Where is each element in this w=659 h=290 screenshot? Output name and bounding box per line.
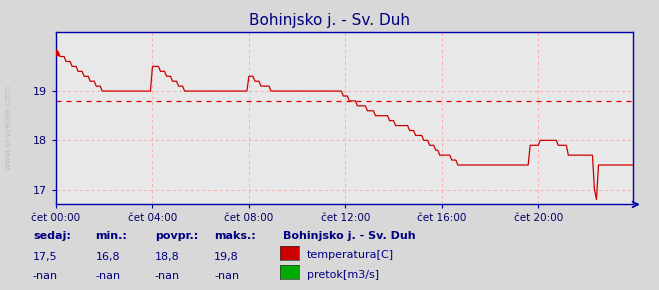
- Text: 17,5: 17,5: [33, 251, 57, 262]
- Text: povpr.:: povpr.:: [155, 231, 198, 241]
- Text: -nan: -nan: [96, 271, 121, 281]
- Text: Bohinjsko j. - Sv. Duh: Bohinjsko j. - Sv. Duh: [249, 13, 410, 28]
- Text: -nan: -nan: [33, 271, 58, 281]
- Text: temperatura[C]: temperatura[C]: [307, 250, 394, 260]
- Text: www.si-vreme.com: www.si-vreme.com: [3, 85, 13, 170]
- Text: pretok[m3/s]: pretok[m3/s]: [307, 270, 379, 280]
- Text: -nan: -nan: [155, 271, 180, 281]
- Text: -nan: -nan: [214, 271, 239, 281]
- Text: sedaj:: sedaj:: [33, 231, 71, 241]
- Text: 19,8: 19,8: [214, 251, 239, 262]
- Text: 18,8: 18,8: [155, 251, 180, 262]
- Text: maks.:: maks.:: [214, 231, 256, 241]
- Text: 16,8: 16,8: [96, 251, 120, 262]
- Text: min.:: min.:: [96, 231, 127, 241]
- Text: Bohinjsko j. - Sv. Duh: Bohinjsko j. - Sv. Duh: [283, 231, 416, 241]
